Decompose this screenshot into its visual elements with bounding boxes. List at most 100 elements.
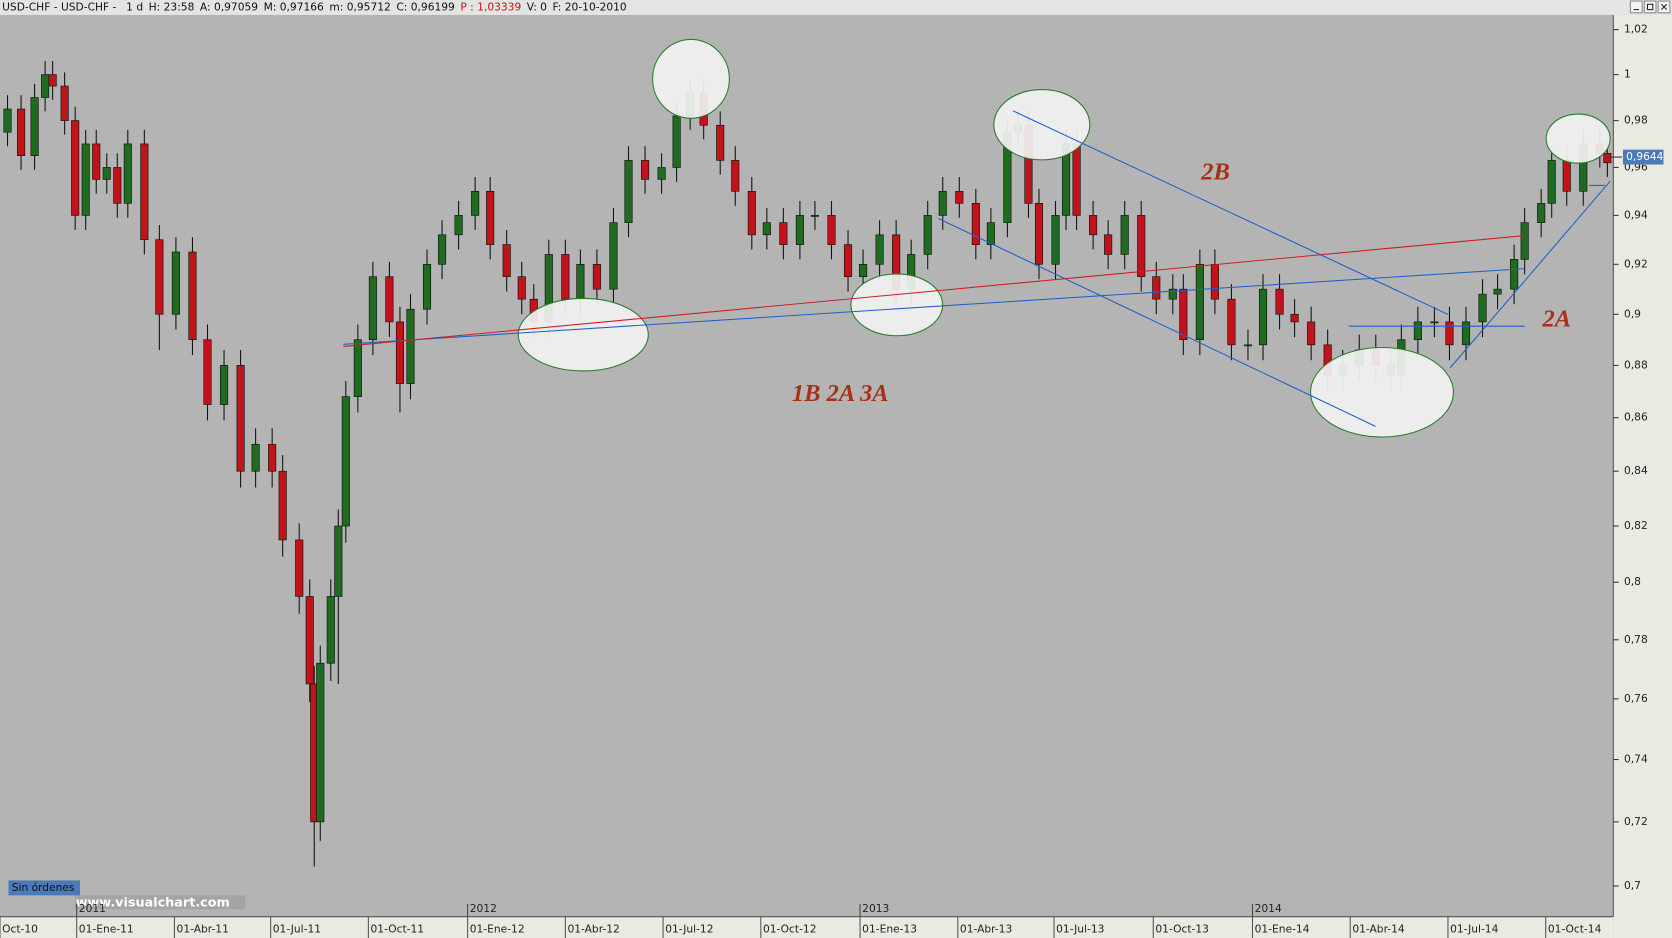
percent-info: P : 1,03339 bbox=[460, 0, 521, 13]
header-text: USD-CHF - USD-CHF - 1 d H: 23:58 A: 0,97… bbox=[2, 0, 627, 13]
drawings bbox=[343, 38, 1611, 438]
candle-body bbox=[422, 263, 432, 310]
trend-line bbox=[343, 268, 1525, 345]
candle-body bbox=[986, 222, 995, 245]
x-tick-label: 01-Jul-13 bbox=[1056, 922, 1104, 935]
high-info: M: 0,97166 bbox=[264, 0, 324, 13]
candle-body bbox=[795, 215, 804, 245]
candle-body bbox=[1547, 160, 1556, 204]
close-info: C: 0,96199 bbox=[396, 0, 455, 13]
y-tick-label: 0,94 bbox=[1624, 208, 1648, 221]
candle-body bbox=[155, 239, 164, 315]
candle-body bbox=[219, 365, 229, 405]
candle-body bbox=[1152, 276, 1161, 300]
annotation: 2A bbox=[1542, 305, 1572, 332]
candle-body bbox=[71, 120, 80, 216]
watermark: www.visualchart.com bbox=[76, 895, 230, 910]
candles bbox=[3, 61, 1612, 867]
x-tick-label: 01-Ene-11 bbox=[79, 922, 134, 935]
y-tick-label: 1,02 bbox=[1624, 23, 1648, 36]
y-tick-label: 0,72 bbox=[1624, 815, 1648, 828]
candle-body bbox=[1137, 215, 1146, 278]
maximize-button[interactable] bbox=[1643, 0, 1657, 14]
candle-body bbox=[295, 539, 304, 597]
candle-body bbox=[1307, 321, 1316, 346]
date-info: F: 20-10-2010 bbox=[552, 0, 626, 13]
y-tick-label: 0,86 bbox=[1624, 411, 1648, 424]
ellipse bbox=[517, 297, 649, 372]
candle-body bbox=[368, 276, 377, 341]
minimize-button[interactable] bbox=[1629, 0, 1643, 14]
year-label: 2012 bbox=[470, 902, 497, 915]
candle-body bbox=[92, 143, 101, 180]
y-tick-label: 1 bbox=[1624, 68, 1631, 81]
y-tick-label: 0,82 bbox=[1624, 519, 1648, 532]
ellipse bbox=[1545, 113, 1611, 164]
x-axis-panel bbox=[0, 916, 1614, 938]
watermark-bg bbox=[74, 895, 246, 910]
candle-body bbox=[859, 263, 868, 278]
ellipse bbox=[1309, 346, 1454, 438]
year-label: 2014 bbox=[1255, 902, 1282, 915]
candle-body bbox=[657, 167, 666, 180]
trend-line bbox=[343, 235, 1525, 347]
y-axis-panel bbox=[1613, 14, 1672, 938]
header-bar bbox=[0, 0, 1672, 15]
candle-body bbox=[236, 365, 245, 472]
candle-body bbox=[1445, 321, 1454, 346]
candle-body bbox=[1072, 143, 1081, 216]
x-tick-label: 01-Abr-12 bbox=[567, 922, 619, 935]
candle-body bbox=[843, 244, 853, 278]
candle-body bbox=[716, 124, 725, 161]
x-tick-label: 01-Jul-12 bbox=[665, 922, 713, 935]
x-tick-label: 01-Ene-12 bbox=[470, 922, 525, 935]
y-tick-label: 0,8 bbox=[1624, 575, 1641, 588]
candle-body bbox=[875, 234, 884, 265]
candle-body bbox=[1034, 202, 1044, 265]
candle-body bbox=[3, 108, 12, 133]
y-tick-label: 0,84 bbox=[1624, 464, 1648, 477]
symbol: USD-CHF - USD-CHF - bbox=[2, 0, 116, 13]
x-tick-label: 01-Oct-11 bbox=[371, 922, 425, 935]
candle-body bbox=[810, 215, 819, 217]
candle-body bbox=[385, 276, 394, 323]
candle-body bbox=[395, 321, 405, 384]
x-tick-label: 01-Abr-11 bbox=[177, 922, 229, 935]
candle-body bbox=[102, 167, 111, 180]
candle-body bbox=[1168, 288, 1177, 300]
candle-body bbox=[123, 143, 132, 204]
close-icon bbox=[1660, 3, 1668, 10]
candle-body bbox=[30, 97, 39, 156]
candle-body bbox=[60, 85, 69, 121]
candle-body bbox=[326, 596, 335, 664]
candle-body bbox=[747, 190, 756, 236]
annotation: 2B bbox=[1200, 158, 1230, 185]
y-tick-label: 0,88 bbox=[1624, 358, 1648, 371]
candle-body bbox=[624, 160, 633, 223]
period: 1 d bbox=[126, 0, 143, 13]
y-tick-label: 0,9 bbox=[1624, 307, 1641, 320]
low-info: m: 0,95712 bbox=[329, 0, 390, 13]
window-controls bbox=[1629, 0, 1671, 14]
last-price-label: 0,9644 bbox=[1626, 150, 1664, 163]
candle-body bbox=[1603, 152, 1612, 164]
candle-body bbox=[278, 470, 287, 541]
candle-body bbox=[16, 108, 26, 156]
last-price-box bbox=[1622, 149, 1664, 165]
y-tick-label: 0,76 bbox=[1624, 692, 1648, 705]
candle-body bbox=[779, 222, 788, 245]
candle-body bbox=[923, 215, 932, 255]
candle-body bbox=[1195, 263, 1204, 341]
candle-body bbox=[1104, 234, 1113, 255]
x-tick-label: 01-Oct-12 bbox=[763, 922, 817, 935]
candle-body bbox=[1478, 293, 1487, 323]
ellipse bbox=[850, 273, 944, 337]
candle-body bbox=[609, 222, 618, 290]
x-tick-label: 01-Jul-11 bbox=[273, 922, 321, 935]
candle-body bbox=[1413, 321, 1422, 341]
x-tick-label: 01-Oct-13 bbox=[1155, 922, 1209, 935]
y-tick-label: 0,74 bbox=[1624, 753, 1648, 766]
candle-body bbox=[672, 115, 681, 168]
